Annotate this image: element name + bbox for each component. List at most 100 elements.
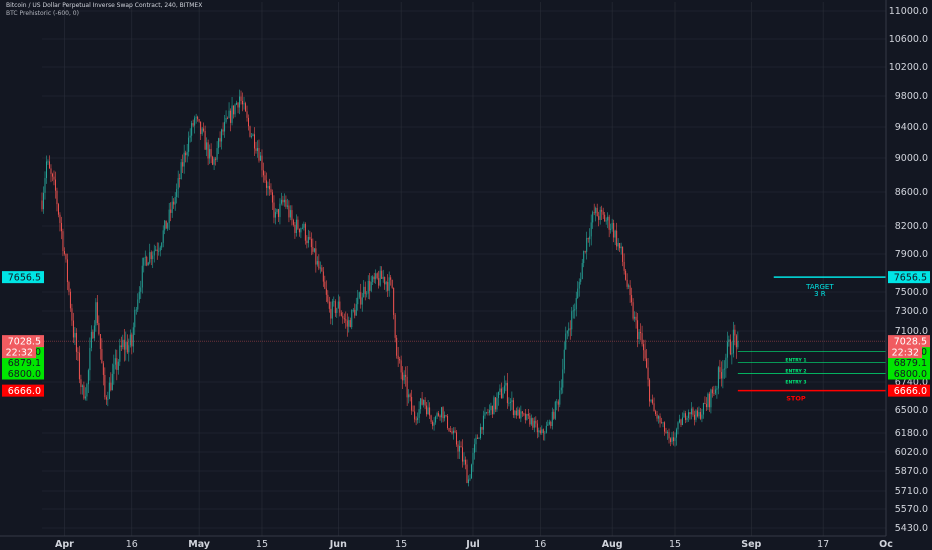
candle-body xyxy=(409,394,411,397)
candle-body xyxy=(285,199,287,207)
candle-body xyxy=(593,212,595,214)
candle-body xyxy=(698,412,700,417)
candle-body xyxy=(708,393,710,408)
candle-body xyxy=(373,276,375,280)
x-tick-label: Aug xyxy=(602,539,623,550)
candle-body xyxy=(343,318,345,320)
candle-body xyxy=(432,421,434,426)
left-price-badge: 6800.0 xyxy=(8,369,41,380)
candle-body xyxy=(74,332,76,338)
candle-body xyxy=(545,425,547,433)
x-tick-label: Jun xyxy=(329,539,347,550)
candle-body xyxy=(129,334,131,346)
candle-body xyxy=(453,430,455,434)
candle-body xyxy=(153,250,155,256)
candle-body xyxy=(134,309,136,328)
right-price-badge: 6879.1 xyxy=(894,358,927,369)
candle-body xyxy=(734,329,736,336)
y-tick-label: 6500.0 xyxy=(895,405,928,416)
candle-body xyxy=(710,389,712,408)
x-tick-label: Sep xyxy=(741,539,761,550)
candle-body xyxy=(544,432,546,434)
candle-body xyxy=(723,368,725,370)
candle-body xyxy=(441,407,443,418)
candle-body xyxy=(65,253,67,260)
x-tick-label: Oc xyxy=(879,539,893,550)
left-last-price-badge: 7028.5 xyxy=(8,337,41,348)
candle-body xyxy=(547,424,549,426)
left-countdown-badge-bg xyxy=(2,346,36,359)
target-label: TARGET xyxy=(805,283,834,291)
candle-body xyxy=(197,116,199,120)
candle-body xyxy=(605,220,607,222)
candle-body xyxy=(423,399,425,405)
candle-body xyxy=(162,230,164,243)
candle-body xyxy=(640,331,642,334)
candle-body xyxy=(192,123,194,126)
candle-body xyxy=(330,308,332,319)
candle-body xyxy=(167,223,169,229)
candle-body xyxy=(460,445,462,448)
candle-body xyxy=(312,247,314,252)
candle-body xyxy=(693,414,695,420)
candle-body xyxy=(524,413,526,420)
candle-body xyxy=(589,236,591,240)
x-tick-label: 17 xyxy=(817,539,829,550)
x-tick-label: 15 xyxy=(256,539,268,550)
candle-body xyxy=(268,186,270,190)
candle-body xyxy=(84,396,86,399)
candle-body xyxy=(346,320,348,327)
y-tick-label: 6180.0 xyxy=(895,428,928,439)
candle-body xyxy=(523,413,525,415)
candle-body xyxy=(255,148,257,151)
candle-body xyxy=(699,412,701,419)
candle-body xyxy=(623,261,625,271)
x-tick-label: 16 xyxy=(126,539,138,550)
candle-body xyxy=(248,117,250,127)
candle-body xyxy=(514,410,516,416)
candle-body xyxy=(592,212,594,223)
candle-body xyxy=(595,207,597,214)
candle-body xyxy=(48,161,50,169)
candle-body xyxy=(384,277,386,285)
candle-body xyxy=(602,211,604,215)
candle-body xyxy=(102,363,104,375)
candle-body xyxy=(566,330,568,334)
candle-body xyxy=(122,339,124,348)
candle-body xyxy=(182,162,184,167)
candle-body xyxy=(433,422,435,426)
candle-body xyxy=(608,216,610,230)
candle-body xyxy=(113,364,115,374)
candle-body xyxy=(315,248,317,265)
candle-body xyxy=(625,270,627,280)
candle-body xyxy=(146,256,148,266)
candle-body xyxy=(673,437,675,442)
candle-body xyxy=(420,398,422,410)
candle-body xyxy=(207,142,209,159)
candle-body xyxy=(505,382,507,386)
candle-body xyxy=(620,246,622,249)
candle-body xyxy=(367,281,369,294)
candle-body xyxy=(497,391,499,399)
candle-body xyxy=(575,298,577,310)
candle-body xyxy=(382,277,384,279)
candle-body xyxy=(203,128,205,131)
candle-body xyxy=(569,328,571,330)
candle-body xyxy=(391,279,393,288)
candle-body xyxy=(210,149,212,157)
candle-body xyxy=(456,432,458,445)
candle-body xyxy=(125,342,127,350)
candle-body xyxy=(361,297,363,305)
candle-body xyxy=(556,401,558,403)
candle-body xyxy=(152,255,154,260)
candle-body xyxy=(632,302,634,319)
candle-body xyxy=(99,334,101,349)
candle-body xyxy=(310,238,312,248)
candle-body xyxy=(436,413,438,417)
candle-body xyxy=(240,96,242,101)
candle-body xyxy=(478,438,480,439)
right-price-badge: 7656.5 xyxy=(894,273,927,284)
candle-body xyxy=(306,240,308,244)
candle-body xyxy=(412,410,414,412)
